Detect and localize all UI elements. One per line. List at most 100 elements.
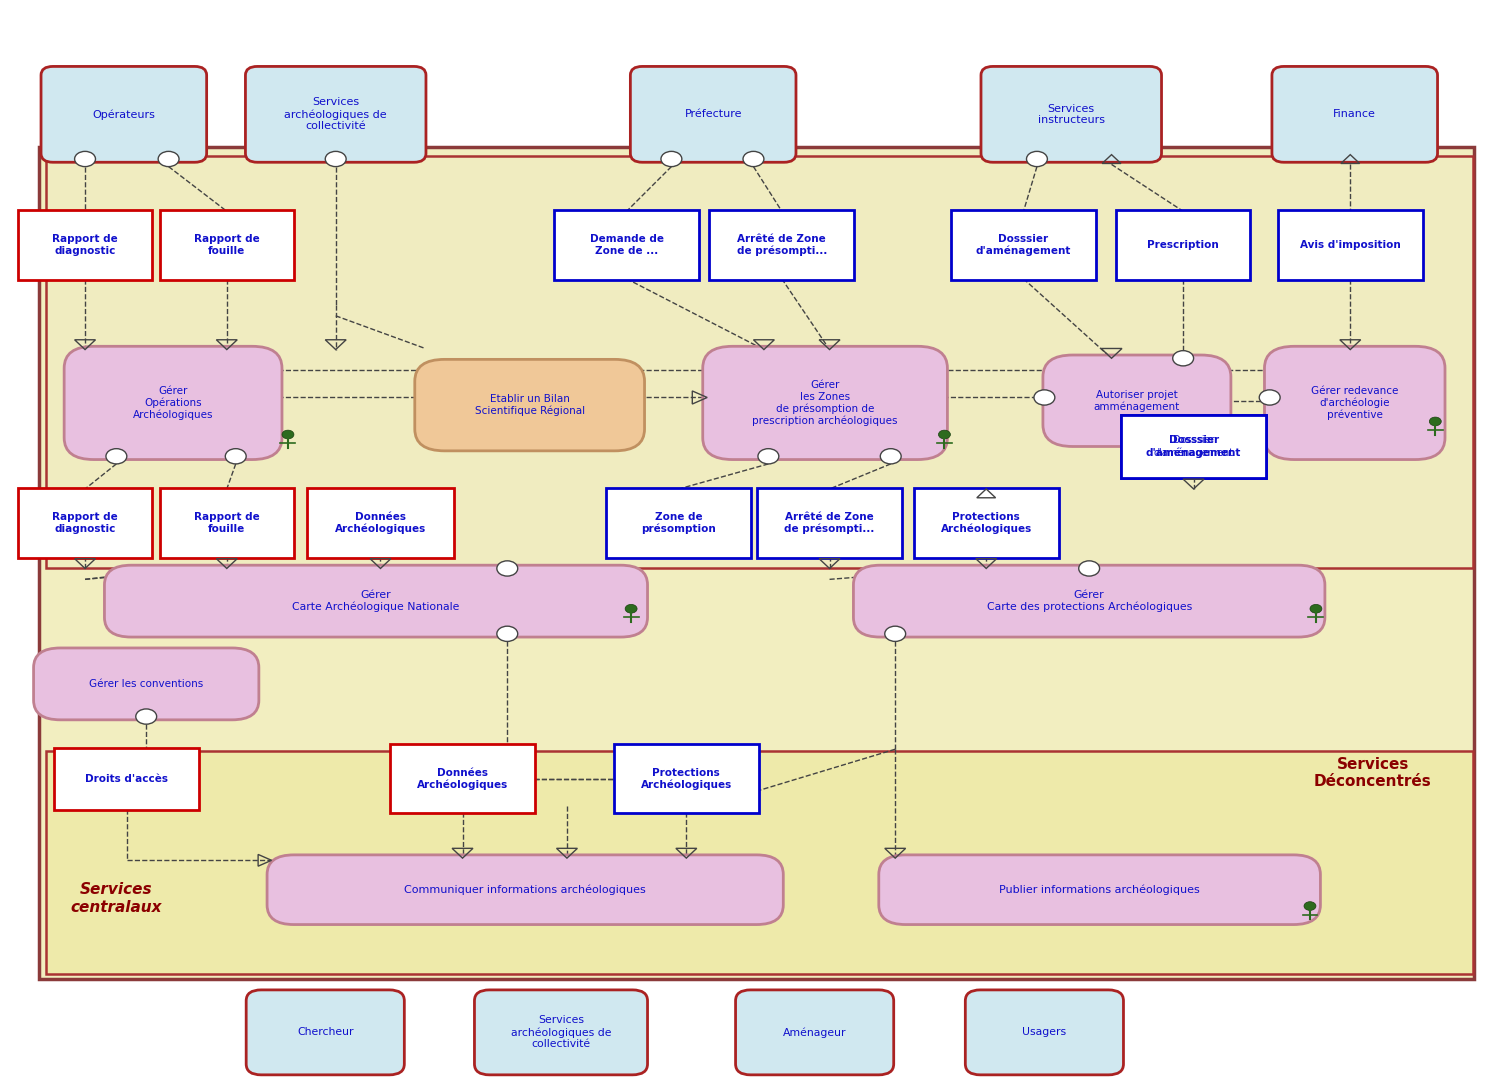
Text: Communiquer informations archéologiques: Communiquer informations archéologiques xyxy=(404,884,646,895)
FancyBboxPatch shape xyxy=(160,488,294,558)
Circle shape xyxy=(758,449,779,464)
FancyBboxPatch shape xyxy=(555,210,698,280)
Text: Zone de
présomption: Zone de présomption xyxy=(642,512,716,534)
Text: Rapport de
fouille: Rapport de fouille xyxy=(194,234,260,256)
Text: Gérer les conventions: Gérer les conventions xyxy=(90,678,203,689)
Circle shape xyxy=(885,626,906,641)
FancyBboxPatch shape xyxy=(606,488,752,558)
FancyBboxPatch shape xyxy=(46,751,1473,974)
Circle shape xyxy=(282,430,294,439)
FancyBboxPatch shape xyxy=(64,346,282,460)
FancyBboxPatch shape xyxy=(630,66,797,162)
Text: Services
Déconcentrés: Services Déconcentrés xyxy=(1314,757,1431,790)
Text: Préfecture: Préfecture xyxy=(685,109,742,120)
Text: Protections
Archéologiques: Protections Archéologiques xyxy=(940,512,1032,534)
Text: Gérer
Opérations
Archéologiques: Gérer Opérations Archéologiques xyxy=(133,386,213,420)
FancyBboxPatch shape xyxy=(710,210,853,280)
FancyBboxPatch shape xyxy=(1116,210,1250,280)
Text: Gérer redevance
d'archéologie
préventive: Gérer redevance d'archéologie préventive xyxy=(1311,386,1398,420)
Circle shape xyxy=(625,604,637,613)
FancyBboxPatch shape xyxy=(1279,210,1423,280)
Text: Services
centralaux: Services centralaux xyxy=(70,882,163,915)
Circle shape xyxy=(1429,417,1441,426)
FancyBboxPatch shape xyxy=(39,147,1474,979)
FancyBboxPatch shape xyxy=(1271,66,1438,162)
Text: Publier informations archéologiques: Publier informations archéologiques xyxy=(1000,884,1200,895)
Circle shape xyxy=(1259,390,1280,405)
Circle shape xyxy=(1079,561,1100,576)
FancyBboxPatch shape xyxy=(615,744,759,813)
Text: Dosssier
d'aménagement: Dosssier d'aménagement xyxy=(1153,436,1234,457)
FancyBboxPatch shape xyxy=(42,66,206,162)
FancyBboxPatch shape xyxy=(1043,355,1231,446)
Text: Gérer
les Zones
de présomption de
prescription archéologiques: Gérer les Zones de présomption de prescr… xyxy=(752,380,898,426)
FancyBboxPatch shape xyxy=(46,156,1473,568)
FancyBboxPatch shape xyxy=(55,748,200,810)
Text: Protections
Archéologiques: Protections Archéologiques xyxy=(640,768,733,790)
FancyBboxPatch shape xyxy=(913,488,1059,558)
FancyBboxPatch shape xyxy=(474,990,648,1075)
Text: Rapport de
diagnostic: Rapport de diagnostic xyxy=(52,512,118,534)
Text: Demande de
Zone de ...: Demande de Zone de ... xyxy=(589,234,664,256)
Text: Rapport de
fouille: Rapport de fouille xyxy=(194,512,260,534)
Text: Données
Archéologiques: Données Archéologiques xyxy=(334,512,427,534)
Text: Dosssier
d'aménagement: Dosssier d'aménagement xyxy=(1146,436,1241,457)
FancyBboxPatch shape xyxy=(307,488,454,558)
FancyBboxPatch shape xyxy=(18,210,152,280)
FancyBboxPatch shape xyxy=(879,855,1320,925)
Circle shape xyxy=(1034,390,1055,405)
Text: Arrêté de Zone
de présompti...: Arrêté de Zone de présompti... xyxy=(785,512,874,534)
FancyBboxPatch shape xyxy=(758,488,901,558)
Circle shape xyxy=(743,151,764,167)
Circle shape xyxy=(938,430,950,439)
Text: Services
instructeurs: Services instructeurs xyxy=(1038,103,1104,125)
Text: Rapport de
diagnostic: Rapport de diagnostic xyxy=(52,234,118,256)
FancyBboxPatch shape xyxy=(391,744,536,813)
FancyBboxPatch shape xyxy=(104,565,648,637)
Text: Opérateurs: Opérateurs xyxy=(93,109,155,120)
Text: Avis d'imposition: Avis d'imposition xyxy=(1300,240,1401,250)
Text: Données
Archéologiques: Données Archéologiques xyxy=(416,768,509,790)
Circle shape xyxy=(158,151,179,167)
FancyBboxPatch shape xyxy=(34,648,260,720)
FancyBboxPatch shape xyxy=(703,346,947,460)
Circle shape xyxy=(225,449,246,464)
Text: Etablir un Bilan
Scientifique Régional: Etablir un Bilan Scientifique Régional xyxy=(474,394,585,416)
Circle shape xyxy=(1026,151,1047,167)
FancyBboxPatch shape xyxy=(245,66,427,162)
FancyBboxPatch shape xyxy=(1122,415,1265,478)
FancyBboxPatch shape xyxy=(267,855,783,925)
Circle shape xyxy=(497,626,518,641)
Text: Aménageur: Aménageur xyxy=(783,1027,846,1038)
Circle shape xyxy=(325,151,346,167)
FancyBboxPatch shape xyxy=(952,210,1095,280)
Circle shape xyxy=(880,449,901,464)
Text: Gérer
Carte des protections Archéologiques: Gérer Carte des protections Archéologiqu… xyxy=(986,590,1192,612)
FancyBboxPatch shape xyxy=(1122,415,1265,478)
FancyBboxPatch shape xyxy=(18,488,152,558)
FancyBboxPatch shape xyxy=(415,359,645,451)
Circle shape xyxy=(106,449,127,464)
FancyBboxPatch shape xyxy=(246,990,404,1075)
Circle shape xyxy=(75,151,95,167)
Circle shape xyxy=(1304,902,1316,910)
Text: Services
archéologiques de
collectivité: Services archéologiques de collectivité xyxy=(285,97,386,132)
FancyBboxPatch shape xyxy=(965,990,1123,1075)
Text: Finance: Finance xyxy=(1334,109,1376,120)
Text: Gérer
Carte Archéologique Nationale: Gérer Carte Archéologique Nationale xyxy=(292,590,460,612)
Text: Prescription: Prescription xyxy=(1147,240,1219,250)
Text: Autoriser projet
amménagement: Autoriser projet amménagement xyxy=(1094,390,1180,412)
Circle shape xyxy=(136,709,157,724)
FancyBboxPatch shape xyxy=(982,66,1161,162)
Text: Droits d'accès: Droits d'accès xyxy=(85,773,169,784)
Circle shape xyxy=(497,561,518,576)
Text: Usagers: Usagers xyxy=(1022,1027,1067,1038)
Text: Services
archéologiques de
collectivité: Services archéologiques de collectivité xyxy=(510,1015,612,1050)
Text: Chercheur: Chercheur xyxy=(297,1027,354,1038)
FancyBboxPatch shape xyxy=(160,210,294,280)
Circle shape xyxy=(1173,351,1194,366)
Circle shape xyxy=(661,151,682,167)
Text: Dosssier
d'aménagement: Dosssier d'aménagement xyxy=(976,234,1071,256)
FancyBboxPatch shape xyxy=(736,990,894,1075)
Circle shape xyxy=(1310,604,1322,613)
